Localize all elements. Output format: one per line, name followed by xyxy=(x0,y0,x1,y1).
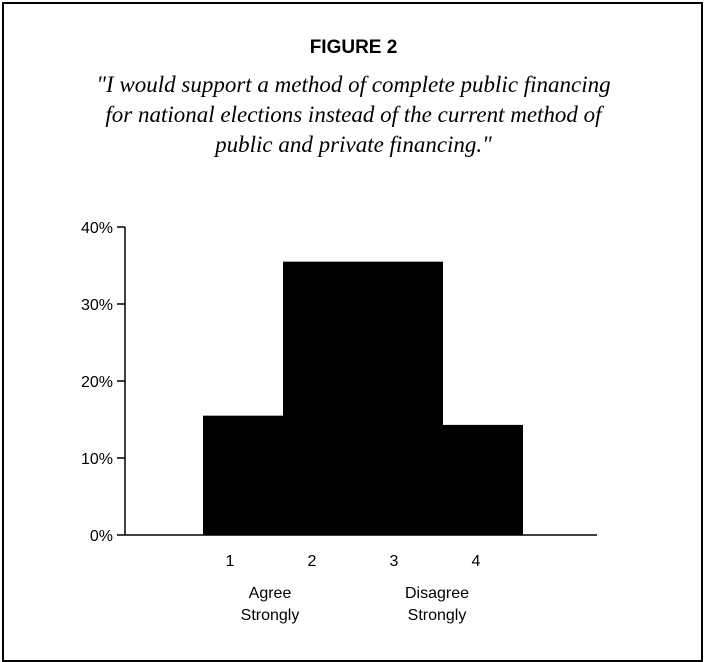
anchor-label-agree: Strongly xyxy=(241,607,300,624)
bar-3 xyxy=(363,261,443,535)
x-tick-label: 1 xyxy=(226,553,235,570)
labels-group: 0% 10% 20% 30% 40% 1 2 3 4 Agree Strongly Disagree S… xyxy=(81,220,481,624)
y-tick-label: 0% xyxy=(90,528,113,545)
x-tick-label: 3 xyxy=(390,553,399,570)
quote-line-1: "I would support a method of complete pu… xyxy=(96,72,611,97)
bar-4 xyxy=(443,424,523,535)
bar-1 xyxy=(203,415,283,535)
axes-group xyxy=(117,226,597,536)
bar-2 xyxy=(283,261,363,535)
anchor-label-agree: Agree xyxy=(249,585,292,602)
x-tick-label: 4 xyxy=(472,553,481,570)
y-tick-label: 20% xyxy=(81,374,113,391)
quote-line-2: for national elections instead of the cu… xyxy=(105,102,602,127)
quote-line-3: public and private financing." xyxy=(215,132,492,157)
anchor-label-disagree: Disagree xyxy=(405,585,469,602)
anchor-label-disagree: Strongly xyxy=(408,607,467,624)
y-tick-label: 30% xyxy=(81,297,113,314)
x-tick-label: 2 xyxy=(308,553,317,570)
y-tick-label: 40% xyxy=(81,220,113,237)
figure-quote: "I would support a method of complete pu… xyxy=(20,70,687,160)
y-tick-label: 10% xyxy=(81,451,113,468)
bars-group xyxy=(203,261,523,535)
figure-label: FIGURE 2 xyxy=(309,37,398,58)
